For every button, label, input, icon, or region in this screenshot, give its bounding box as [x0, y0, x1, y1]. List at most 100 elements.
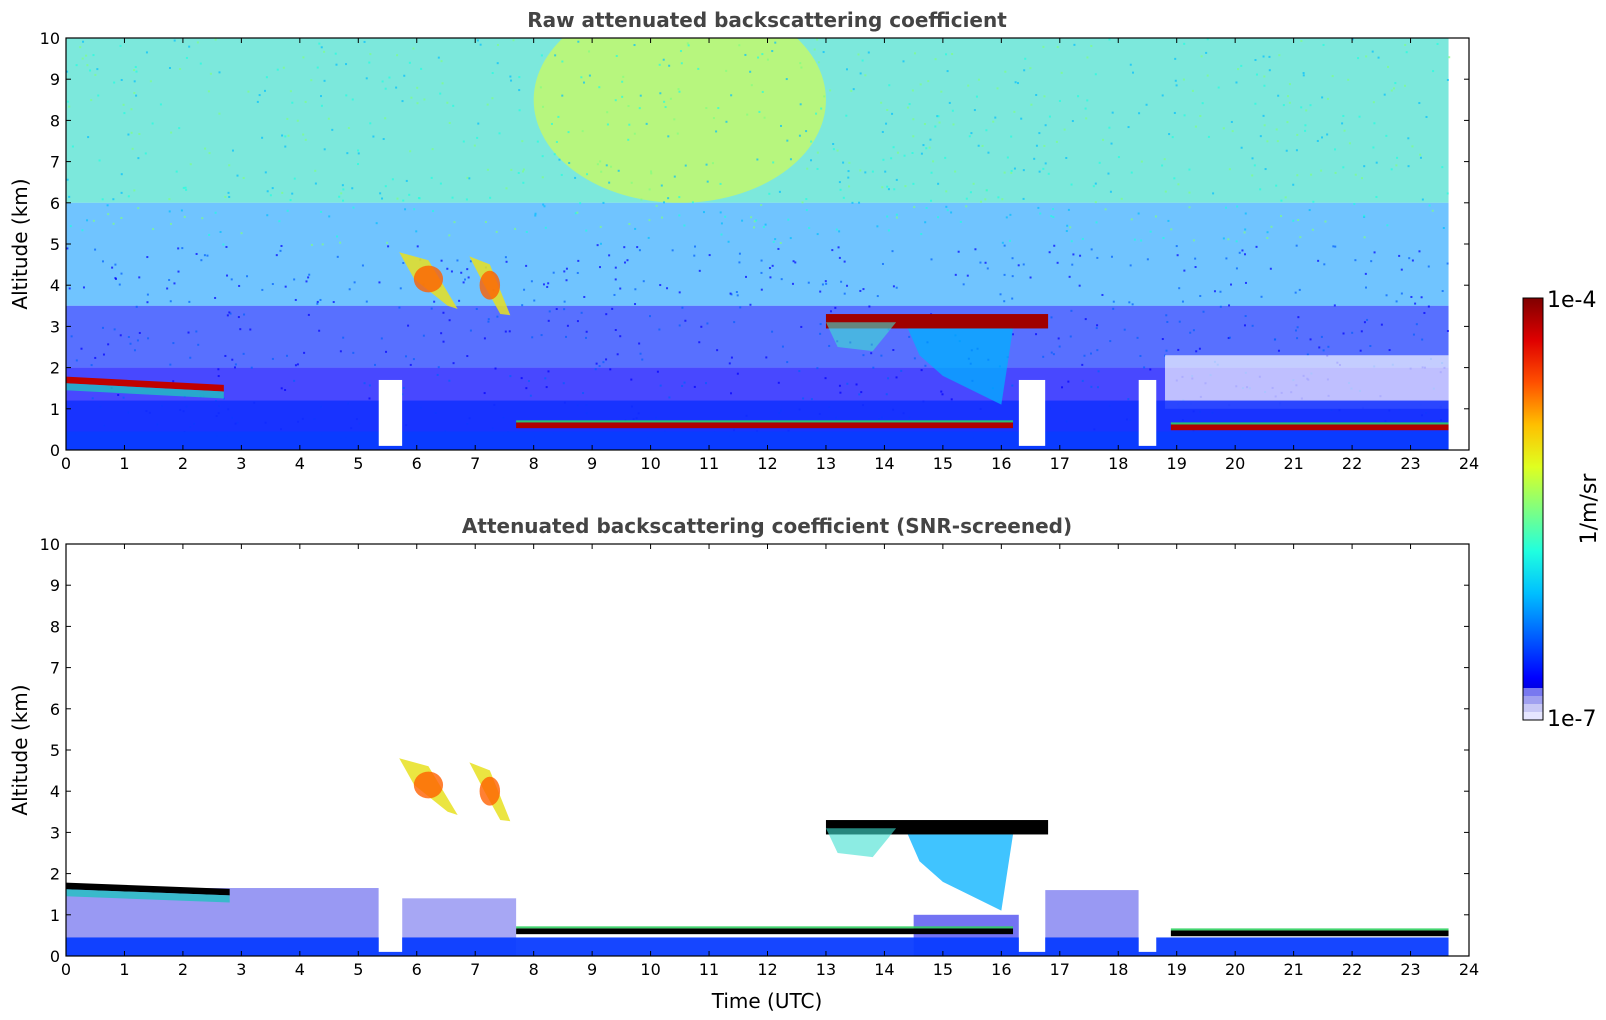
noise-speckle [744, 53, 747, 56]
noise-speckle [338, 195, 341, 198]
noise-speckle [404, 208, 407, 211]
noise-speckle [243, 313, 246, 316]
noise-speckle [133, 91, 136, 94]
noise-speckle [568, 161, 571, 164]
noise-speckle [1266, 140, 1269, 143]
noise-speckle [1043, 95, 1046, 98]
noise-speckle [498, 132, 501, 135]
noise-speckle [848, 185, 851, 188]
noise-speckle [1199, 294, 1202, 297]
colorbar-max-label: 1e-4 [1547, 288, 1596, 313]
noise-speckle [1055, 140, 1058, 143]
y-tick-label: 5 [50, 741, 60, 760]
noise-speckle [307, 276, 310, 279]
noise-speckle [1165, 349, 1168, 352]
noise-speckle [433, 300, 436, 303]
noise-speckle [531, 336, 534, 339]
noise-speckle [1235, 240, 1238, 243]
noise-speckle [86, 64, 89, 67]
noise-speckle [659, 284, 662, 287]
noise-speckle [486, 103, 489, 106]
noise-speckle [1360, 177, 1363, 180]
noise-speckle [1053, 244, 1056, 247]
noise-speckle [846, 284, 849, 287]
noise-speckle [410, 96, 413, 99]
noise-speckle [1342, 114, 1345, 117]
noise-speckle [1407, 137, 1410, 140]
noise-speckle [284, 389, 287, 392]
noise-speckle [836, 149, 839, 152]
noise-speckle [817, 61, 820, 64]
noise-speckle [106, 204, 109, 207]
noise-speckle [1286, 121, 1289, 124]
noise-speckle [1243, 231, 1246, 234]
noise-speckle [484, 221, 487, 224]
noise-speckle [1042, 45, 1045, 48]
noise-speckle [554, 54, 557, 57]
noise-speckle [1038, 132, 1041, 135]
noise-speckle [1263, 84, 1266, 87]
noise-speckle [147, 337, 150, 340]
noise-speckle [1094, 201, 1097, 204]
noise-speckle [563, 308, 566, 311]
noise-speckle [962, 283, 965, 286]
noise-speckle [913, 357, 916, 360]
noise-speckle [860, 391, 863, 394]
noise-speckle [307, 313, 310, 316]
noise-speckle [1364, 286, 1367, 289]
x-tick-label: 20 [1225, 960, 1245, 979]
noise-speckle [934, 125, 937, 128]
noise-speckle [580, 76, 583, 79]
noise-speckle [336, 255, 339, 258]
snr-panel-title: Attenuated backscattering coefficient (S… [462, 514, 1072, 538]
raw-axis-ticks: 0 1 2 3 4 5 6 7 8 9 10 11 12 13 14 15 16 17 18 19 20 21 22 23 24… [40, 29, 1480, 473]
noise-speckle [1161, 164, 1164, 167]
noise-speckle [920, 233, 923, 236]
noise-speckle [1072, 253, 1075, 256]
noise-speckle [231, 149, 234, 152]
noise-speckle [1129, 264, 1132, 267]
noise-speckle [678, 90, 681, 93]
noise-speckle [173, 39, 176, 42]
noise-speckle [774, 41, 777, 44]
noise-speckle [310, 79, 313, 82]
noise-speckle [656, 370, 659, 373]
noise-speckle [226, 314, 229, 317]
noise-speckle [387, 245, 390, 248]
noise-speckle [738, 252, 741, 255]
noise-speckle [1418, 102, 1421, 105]
noise-speckle [1138, 112, 1141, 115]
noise-speckle [641, 358, 644, 361]
noise-speckle [1318, 346, 1321, 349]
noise-speckle [1023, 69, 1026, 72]
noise-speckle [576, 320, 579, 323]
noise-speckle [441, 82, 444, 85]
noise-speckle [974, 248, 977, 251]
noise-speckle [399, 287, 402, 290]
noise-speckle [959, 220, 962, 223]
noise-speckle [534, 214, 537, 217]
noise-speckle [1043, 144, 1046, 147]
low-cloud-layer [516, 928, 1014, 935]
noise-speckle [852, 88, 855, 91]
noise-speckle [168, 278, 171, 281]
noise-speckle [622, 75, 625, 78]
noise-speckle [70, 335, 73, 338]
noise-speckle [495, 230, 498, 233]
noise-speckle [1244, 212, 1247, 215]
noise-speckle [1357, 57, 1360, 60]
noise-speckle [1010, 169, 1013, 172]
noise-speckle [937, 216, 940, 219]
noise-speckle [938, 121, 941, 124]
noise-speckle [533, 299, 536, 302]
noise-speckle [442, 340, 445, 343]
noise-speckle [1341, 122, 1344, 125]
noise-speckle [816, 167, 819, 170]
noise-speckle [266, 214, 269, 217]
noise-speckle [885, 122, 888, 125]
noise-speckle [895, 178, 898, 181]
noise-speckle [606, 111, 609, 114]
noise-speckle [1168, 133, 1171, 136]
noise-speckle [113, 328, 116, 331]
noise-speckle [1200, 55, 1203, 58]
